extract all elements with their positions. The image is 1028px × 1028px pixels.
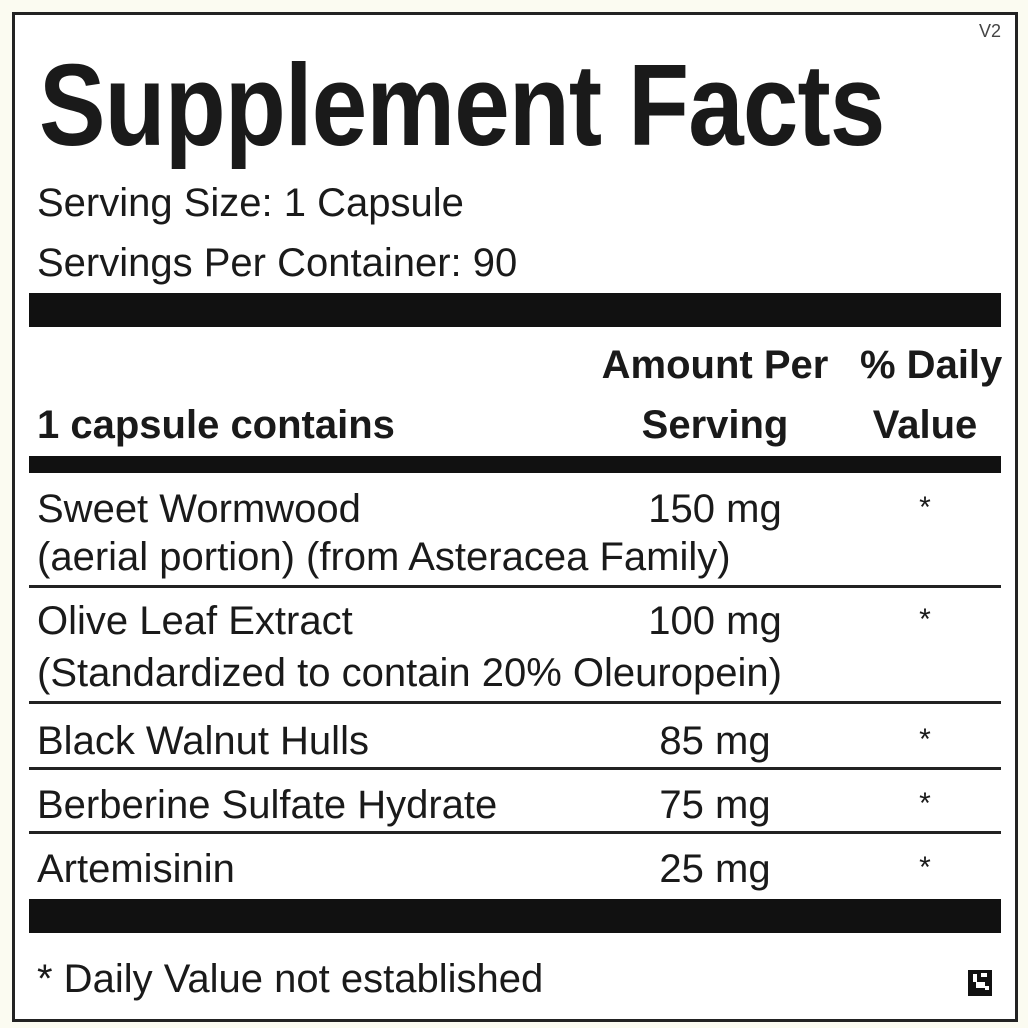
ingredient-amount: 25 mg (659, 847, 771, 891)
ingredient-dv: * (919, 851, 931, 884)
ingredient-detail: (Standardized to contain 20% Oleuropein) (37, 651, 782, 695)
ingredient-name: Berberine Sulfate Hydrate (37, 783, 498, 827)
row-divider (29, 585, 1001, 588)
header-divider (29, 456, 1001, 473)
ingredient-dv: * (919, 723, 931, 756)
supplement-facts-panel: V2 Supplement Facts Serving Size: 1 Caps… (12, 12, 1018, 1022)
contains-header: 1 capsule contains (37, 403, 395, 447)
ingredient-amount: 75 mg (659, 783, 771, 827)
version-label: V2 (978, 21, 1001, 41)
qr-code-icon (968, 970, 992, 996)
row-divider (29, 701, 1001, 704)
ingredient-amount: 150 mg (648, 487, 782, 531)
amount-header-1: Amount Per (601, 343, 829, 387)
ingredient-detail: (aerial portion) (from Asteracea Family) (37, 535, 731, 579)
serving-size: Serving Size: 1 Capsule (37, 181, 464, 225)
ingredient-amount: 100 mg (648, 599, 782, 643)
row-divider (29, 831, 1001, 834)
ingredient-name: Black Walnut Hulls (37, 719, 369, 763)
ingredient-dv: * (919, 787, 931, 820)
ingredient-name: Sweet Wormwood (37, 487, 361, 531)
panel-title: Supplement Facts (39, 40, 885, 170)
ingredient-amount: 85 mg (659, 719, 771, 763)
row-divider (29, 767, 1001, 770)
footnote: * Daily Value not established (37, 957, 544, 1001)
servings-per-container: Servings Per Container: 90 (37, 241, 518, 285)
ingredient-name: Olive Leaf Extract (37, 599, 353, 643)
bottom-divider (29, 899, 1001, 933)
dv-header-1: % Daily (860, 343, 1003, 387)
ingredient-dv: * (919, 491, 931, 524)
amount-header-2: Serving (641, 403, 789, 447)
thick-divider (29, 293, 1001, 327)
ingredient-name: Artemisinin (37, 847, 235, 891)
dv-header-2: Value (872, 403, 978, 447)
ingredient-dv: * (919, 603, 931, 636)
